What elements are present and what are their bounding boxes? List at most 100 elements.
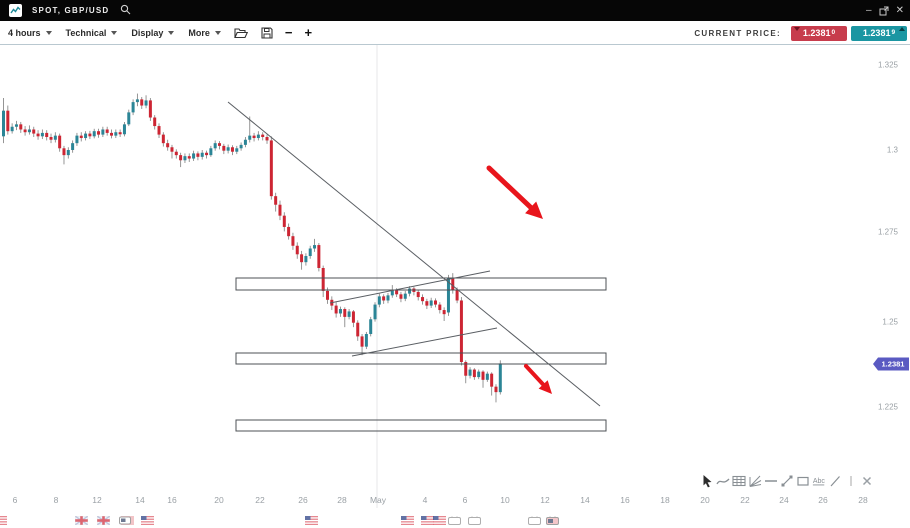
calendar-event-icon[interactable] xyxy=(468,512,481,525)
candle xyxy=(395,290,399,295)
open-folder-icon[interactable] xyxy=(234,27,248,39)
candle xyxy=(455,290,459,301)
calendar-event-icon[interactable] xyxy=(528,512,541,525)
date-axis-label: 12 xyxy=(540,495,550,505)
toolbar-separator xyxy=(844,473,858,489)
date-axis-label: 6 xyxy=(12,495,18,505)
candle xyxy=(166,143,170,148)
candlestick-chart[interactable] xyxy=(0,45,910,528)
candle xyxy=(19,124,23,130)
curve-tool-icon[interactable] xyxy=(716,473,730,489)
technical-dropdown[interactable]: Technical xyxy=(66,28,118,38)
date-axis-label: 26 xyxy=(298,495,308,505)
descending-trendline[interactable] xyxy=(227,101,601,407)
small-down-arrow[interactable] xyxy=(538,380,552,394)
candle xyxy=(174,151,178,156)
display-dropdown[interactable]: Display xyxy=(131,28,175,38)
rectangle-tool-icon[interactable] xyxy=(796,473,810,489)
candle xyxy=(464,362,468,376)
candle xyxy=(338,309,342,314)
technical-dropdown-label: Technical xyxy=(65,27,107,38)
bid-price-sup: 0 xyxy=(831,28,836,36)
candle xyxy=(183,156,187,161)
candle xyxy=(429,300,433,306)
candle xyxy=(434,300,437,305)
date-axis-label: 14 xyxy=(135,495,145,505)
calendar-event-icon[interactable] xyxy=(448,512,461,525)
us-flag-icon[interactable] xyxy=(433,512,446,525)
text-tool-icon[interactable]: Abc xyxy=(812,473,826,489)
candle xyxy=(45,132,49,138)
candle xyxy=(92,131,96,137)
date-axis-label: 12 xyxy=(92,495,102,505)
us-flag-icon[interactable] xyxy=(141,512,154,525)
us-flag-icon[interactable] xyxy=(0,512,7,525)
minimize-button[interactable]: – xyxy=(866,4,872,16)
search-icon[interactable] xyxy=(120,2,131,20)
candle xyxy=(382,296,386,301)
us-flag-icon[interactable] xyxy=(421,512,434,525)
timeframe-dropdown[interactable]: 4 hours xyxy=(8,28,52,38)
us-flag-icon[interactable] xyxy=(305,512,318,525)
candle xyxy=(360,336,364,347)
popout-button[interactable] xyxy=(879,6,889,16)
date-axis-label: 22 xyxy=(255,495,265,505)
candle xyxy=(399,294,403,299)
candle xyxy=(200,152,204,157)
current-price-tag: 1.2381 xyxy=(873,357,909,371)
zoom-out-button[interactable]: − xyxy=(284,24,293,40)
wedge-lower-line[interactable] xyxy=(351,327,498,357)
candle xyxy=(269,140,273,197)
candle xyxy=(403,293,407,299)
candle xyxy=(40,132,44,137)
candle xyxy=(408,288,412,294)
ask-price-value: 1.2381 xyxy=(862,28,891,38)
ray-tool-icon[interactable] xyxy=(828,473,842,489)
support-zone-middle[interactable] xyxy=(235,352,607,365)
pointer-tool-icon[interactable] xyxy=(700,473,714,489)
close-button[interactable]: ✕ xyxy=(895,4,904,16)
candle xyxy=(351,311,355,323)
candle xyxy=(153,117,157,127)
resistance-zone-upper[interactable] xyxy=(235,277,607,291)
candle xyxy=(23,129,27,133)
candle xyxy=(356,322,360,337)
candle xyxy=(127,112,131,125)
candle xyxy=(481,371,485,380)
us-flag-icon[interactable] xyxy=(401,512,414,525)
support-zone-lower[interactable] xyxy=(235,419,607,432)
candle xyxy=(170,147,174,152)
candle xyxy=(446,278,450,313)
grid-tool-icon[interactable] xyxy=(732,473,746,489)
candle xyxy=(295,245,299,255)
chevron-down-icon xyxy=(214,31,221,35)
candle xyxy=(300,254,304,263)
horizontal-line-tool-icon[interactable] xyxy=(764,473,778,489)
candle xyxy=(213,143,217,149)
calendar-event-icon[interactable] xyxy=(119,512,134,525)
price-axis-label: 1.275 xyxy=(877,227,898,237)
wedge-upper-line[interactable] xyxy=(329,270,491,304)
candle xyxy=(226,147,230,151)
more-dropdown[interactable]: More xyxy=(188,28,221,38)
uk-flag-icon[interactable] xyxy=(96,512,111,526)
candle xyxy=(313,245,317,249)
zoom-in-button[interactable]: + xyxy=(304,24,313,40)
large-down-arrow[interactable] xyxy=(525,201,543,219)
save-icon[interactable] xyxy=(261,26,273,39)
fan-lines-tool-icon[interactable] xyxy=(748,473,762,489)
candle xyxy=(265,137,269,141)
uk-flag-icon[interactable] xyxy=(74,512,89,526)
candle xyxy=(131,102,135,113)
current-price-label: CURRENT PRICE: xyxy=(694,28,781,38)
delete-tool-icon[interactable] xyxy=(860,473,874,489)
candle xyxy=(205,152,209,156)
calendar-event-icon[interactable] xyxy=(546,512,559,525)
candle xyxy=(317,245,321,268)
chart-area[interactable]: 1.325 1.3 1.275 1.25 1.225 1.2381 6 8 12 14 16 20… xyxy=(0,45,910,528)
ask-tick-icon xyxy=(899,26,905,31)
candle xyxy=(291,236,295,246)
candle xyxy=(373,304,377,320)
candle xyxy=(472,369,476,378)
trendline-tool-icon[interactable] xyxy=(780,473,794,489)
